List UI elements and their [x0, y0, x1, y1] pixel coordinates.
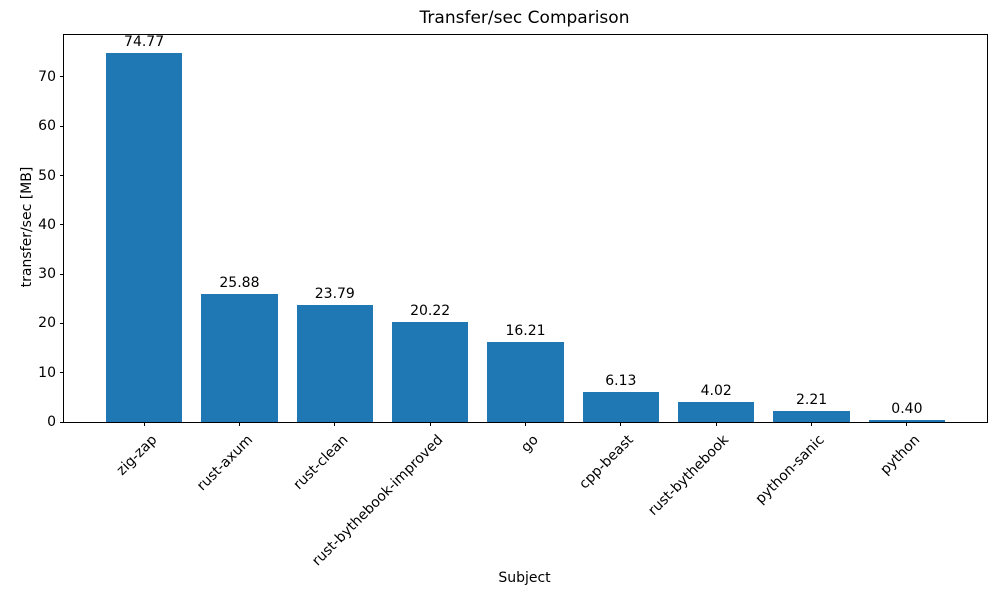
chart-title: Transfer/sec Comparison: [419, 8, 630, 28]
bar-value-label: 25.88: [219, 275, 260, 292]
x-tick: [906, 422, 908, 426]
x-tick: [525, 422, 526, 426]
bar-value-label: 16.21: [505, 323, 546, 340]
x-tick: [143, 422, 145, 426]
x-tick: [715, 422, 717, 426]
y-tick-label: 70: [38, 68, 56, 85]
x-tick-label: cpp-beast: [576, 432, 638, 493]
bar: [105, 53, 183, 422]
plot-area: 0 10 20 30 40 50 60 70 74.77 zig-zap 25.88 rust-axu…: [38, 34, 988, 569]
bar: [582, 391, 659, 422]
x-tick: [429, 422, 431, 426]
y-tick-label: 50: [38, 167, 56, 184]
x-tick-label: zig-zap: [113, 432, 161, 479]
bar: [392, 322, 469, 422]
x-axis-label: Subject: [498, 570, 551, 586]
bar: [487, 342, 564, 422]
bar-value-label: 2.21: [795, 392, 828, 409]
x-tick: [811, 422, 813, 426]
y-tick: [60, 421, 64, 423]
y-tick: [60, 372, 64, 374]
x-tick-label: rust-clean: [290, 432, 352, 493]
y-tick-label: 60: [38, 118, 56, 135]
x-tick-label: python: [877, 432, 924, 478]
y-tick-label: 20: [38, 315, 56, 332]
x-tick-label: rust-bythebook: [645, 432, 733, 519]
bar-value-label: 74.77: [124, 34, 165, 51]
x-tick: [238, 422, 240, 426]
y-tick-label: 40: [38, 216, 56, 233]
bar: [296, 304, 373, 422]
bar-value-label: 23.79: [314, 285, 355, 302]
x-tick-label: python-sanic: [752, 432, 828, 508]
y-tick: [60, 273, 64, 275]
bar-value-label: 6.13: [605, 372, 637, 389]
bar: [773, 411, 850, 422]
x-tick: [334, 422, 336, 426]
bar: [201, 294, 278, 422]
x-tick: [620, 422, 622, 426]
bar-value-label: 4.02: [700, 383, 732, 400]
bar-value-label: 20.22: [410, 303, 451, 320]
bar-value-label: 0.40: [891, 401, 923, 418]
bar: [678, 402, 755, 422]
y-tick-label: 30: [38, 266, 56, 283]
bar: [868, 420, 946, 422]
y-tick-label: 0: [47, 414, 56, 430]
y-tick-label: 10: [38, 364, 56, 381]
y-tick: [60, 224, 64, 226]
y-axis-label: transfer/sec [MB]: [19, 166, 35, 288]
x-tick-label: go: [518, 432, 542, 456]
y-tick: [60, 175, 64, 177]
x-tick-label: rust-axum: [193, 432, 256, 495]
y-tick: [60, 125, 64, 127]
y-tick: [60, 322, 64, 324]
y-tick: [60, 76, 64, 78]
